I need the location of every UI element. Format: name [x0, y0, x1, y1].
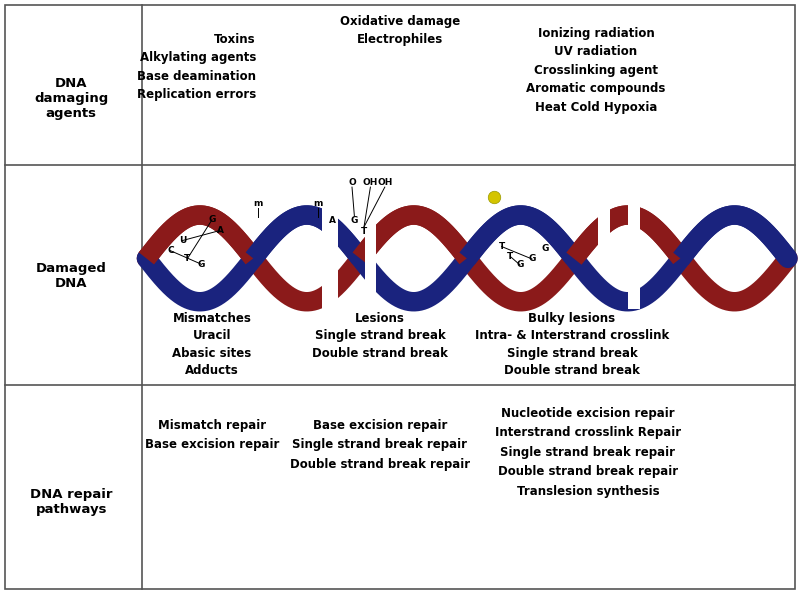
Text: Heat Cold Hypoxia: Heat Cold Hypoxia — [535, 101, 657, 113]
Text: C: C — [167, 246, 174, 255]
Text: Damaged
DNA: Damaged DNA — [36, 262, 106, 290]
Text: Aromatic compounds: Aromatic compounds — [526, 82, 666, 95]
Text: U: U — [178, 236, 186, 245]
Text: Base excision repair: Base excision repair — [313, 419, 447, 432]
Text: Replication errors: Replication errors — [137, 88, 256, 101]
Text: Interstrand crosslink Repair: Interstrand crosslink Repair — [495, 426, 681, 440]
Text: G: G — [542, 244, 550, 254]
Text: Toxins: Toxins — [214, 33, 256, 46]
Text: T: T — [184, 254, 190, 264]
Text: G: G — [198, 260, 206, 269]
Text: Double strand break repair: Double strand break repair — [498, 465, 678, 478]
Text: T: T — [361, 227, 367, 236]
Text: UV radiation: UV radiation — [554, 45, 638, 58]
Text: Double strand break: Double strand break — [504, 364, 640, 377]
Text: G: G — [208, 215, 216, 225]
Bar — [628, 202, 640, 309]
Text: Base deamination: Base deamination — [137, 69, 256, 83]
Text: Intra- & Interstrand crosslink: Intra- & Interstrand crosslink — [475, 329, 669, 342]
Text: Uracil: Uracil — [193, 329, 231, 342]
Text: A: A — [329, 216, 335, 226]
Bar — [365, 202, 376, 309]
Text: Bulky lesions: Bulky lesions — [529, 312, 615, 325]
Text: Abasic sites: Abasic sites — [172, 347, 252, 360]
Text: Adducts: Adducts — [185, 364, 239, 377]
Text: Ionizing radiation: Ionizing radiation — [538, 27, 654, 40]
Bar — [598, 202, 610, 247]
Text: T: T — [498, 242, 505, 251]
Text: Oxidative damage: Oxidative damage — [340, 15, 460, 28]
Text: Base excision repair: Base excision repair — [145, 438, 279, 451]
Text: Alkylating agents: Alkylating agents — [140, 51, 256, 64]
Text: OH: OH — [362, 178, 378, 187]
Text: Double strand break: Double strand break — [312, 347, 448, 360]
Text: Electrophiles: Electrophiles — [357, 33, 443, 46]
Text: Single strand break: Single strand break — [506, 347, 638, 360]
Bar — [322, 202, 338, 309]
Text: G: G — [528, 254, 536, 264]
Text: A: A — [217, 226, 223, 235]
Text: DNA
damaging
agents: DNA damaging agents — [34, 77, 108, 119]
Text: Single strand break: Single strand break — [314, 329, 446, 342]
Text: OH: OH — [377, 178, 393, 187]
Text: Lesions: Lesions — [355, 312, 405, 325]
Text: Nucleotide excision repair: Nucleotide excision repair — [501, 407, 675, 420]
Text: Single strand break repair: Single strand break repair — [293, 438, 467, 451]
Text: m: m — [254, 198, 263, 208]
Text: G: G — [516, 260, 524, 270]
Text: Double strand break repair: Double strand break repair — [290, 458, 470, 471]
Text: m: m — [314, 198, 323, 208]
Text: Mismatch repair: Mismatch repair — [158, 419, 266, 432]
Text: Crosslinking agent: Crosslinking agent — [534, 64, 658, 77]
Text: T: T — [507, 252, 514, 261]
Text: DNA repair
pathways: DNA repair pathways — [30, 488, 113, 516]
Text: G: G — [350, 216, 358, 226]
Text: O: O — [348, 178, 356, 187]
Text: Single strand break repair: Single strand break repair — [501, 446, 675, 459]
Text: Mismatches: Mismatches — [173, 312, 251, 325]
Text: Translesion synthesis: Translesion synthesis — [517, 485, 659, 498]
